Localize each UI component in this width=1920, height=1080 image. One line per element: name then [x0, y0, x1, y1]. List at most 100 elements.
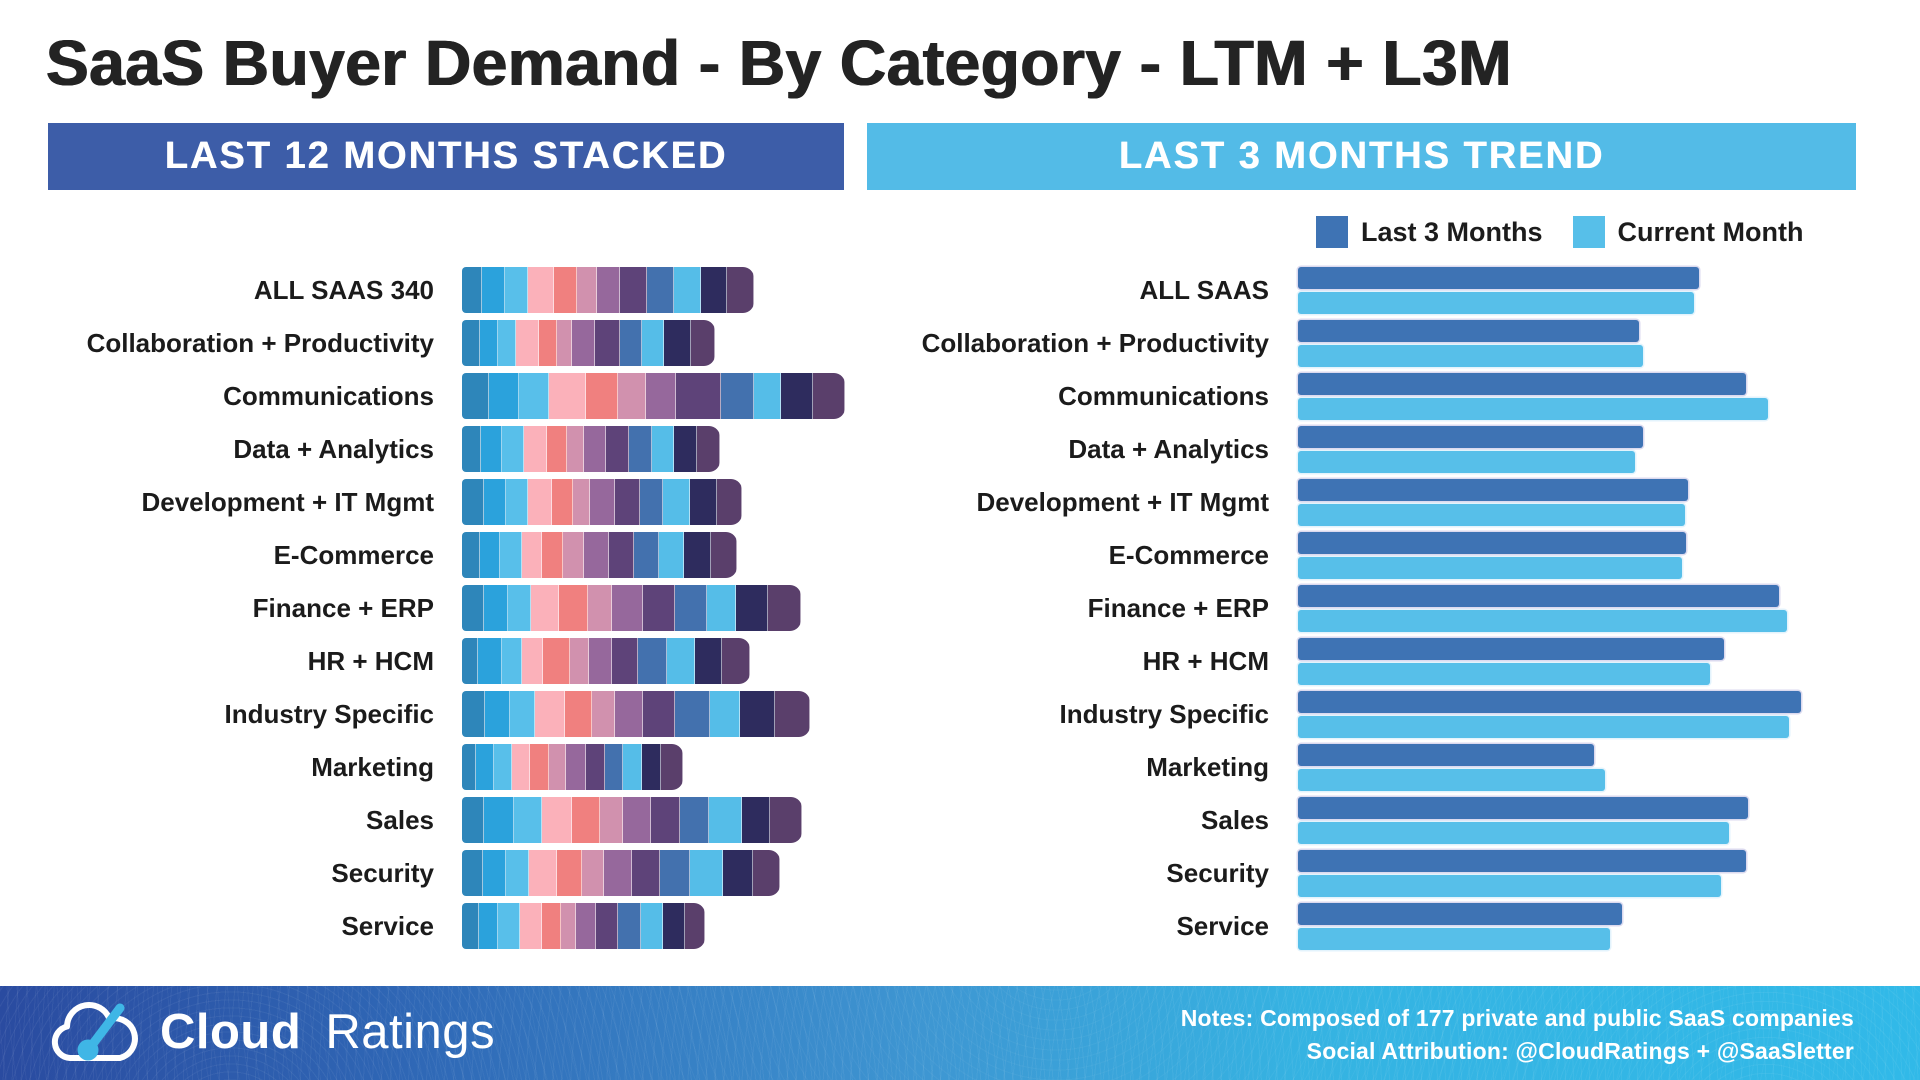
- brand-text: Cloud Ratings: [160, 1004, 495, 1060]
- trend-bar-current: [1298, 504, 1685, 526]
- bar-segment-month-7: [590, 479, 615, 525]
- trend-bar-last3: [1298, 638, 1724, 660]
- bar-segment-month-8: [595, 320, 620, 366]
- bar-segment-month-1: [462, 850, 483, 896]
- stacked-bar: [462, 850, 780, 896]
- bar-segment-month-5: [543, 638, 570, 684]
- bar-segment-month-7: [623, 797, 651, 843]
- category-label: Development + IT Mgmt: [141, 486, 434, 517]
- bar-segment-month-2: [484, 797, 514, 843]
- bar-segment-month-11: [740, 691, 775, 737]
- category-label: E-Commerce: [273, 539, 434, 570]
- bar-segment-month-3: [519, 373, 549, 419]
- bar-segment-month-2: [484, 585, 508, 631]
- trend-bar-current: [1298, 292, 1694, 314]
- bar-segment-month-1: [462, 744, 476, 790]
- bar-segment-month-3: [498, 903, 520, 949]
- category-label: Sales: [1201, 804, 1269, 835]
- right-panel-header: LAST 3 MONTHS TREND: [867, 123, 1856, 190]
- bar-segment-month-7: [584, 426, 606, 472]
- bar-segment-month-10: [642, 320, 664, 366]
- bar-segment-month-6: [561, 903, 576, 949]
- bar-segment-month-4: [520, 903, 542, 949]
- category-label: HR + HCM: [1142, 645, 1269, 676]
- trend-bar-last3: [1298, 797, 1748, 819]
- bar-segment-month-11: [684, 532, 711, 578]
- bar-segment-month-3: [502, 426, 524, 472]
- bar-segment-month-5: [542, 903, 561, 949]
- stacked-bar: [462, 532, 737, 578]
- bar-segment-month-9: [721, 373, 754, 419]
- bar-segment-month-5: [552, 479, 573, 525]
- bar-segment-month-6: [600, 797, 623, 843]
- trend-bar-last3: [1298, 479, 1688, 501]
- trend-bar-current: [1298, 345, 1643, 367]
- bar-segment-month-7: [612, 585, 643, 631]
- bar-segment-month-1: [462, 320, 480, 366]
- bar-segment-month-12: [661, 744, 683, 790]
- stacked-bar: [462, 691, 810, 737]
- legend: Last 3 Months Current Month: [1316, 216, 1803, 248]
- bar-segment-month-6: [577, 267, 597, 313]
- bar-segment-month-5: [557, 850, 582, 896]
- category-label: Sales: [366, 804, 434, 835]
- bar-segment-month-1: [462, 797, 484, 843]
- bar-segment-month-1: [462, 532, 480, 578]
- bar-segment-month-5: [542, 532, 563, 578]
- bar-segment-month-12: [753, 850, 780, 896]
- bar-segment-month-10: [623, 744, 642, 790]
- bar-segment-month-11: [723, 850, 753, 896]
- bar-segment-month-11: [701, 267, 727, 313]
- bar-segment-month-5: [547, 426, 567, 472]
- bar-segment-month-6: [557, 320, 572, 366]
- bar-segment-month-10: [641, 903, 663, 949]
- trend-bar-last3: [1298, 744, 1594, 766]
- bar-segment-month-7: [615, 691, 643, 737]
- bar-segment-month-10: [710, 691, 740, 737]
- bar-segment-month-5: [586, 373, 618, 419]
- category-label: Industry Specific: [224, 698, 435, 729]
- category-label: Security: [331, 857, 434, 888]
- bar-segment-month-8: [615, 479, 640, 525]
- stacked-bar: [462, 373, 845, 419]
- bar-segment-month-4: [528, 267, 554, 313]
- bar-segment-month-10: [652, 426, 674, 472]
- bar-segment-month-3: [505, 267, 528, 313]
- bar-segment-month-4: [529, 850, 557, 896]
- bar-segment-month-1: [462, 638, 478, 684]
- bar-segment-month-10: [674, 267, 701, 313]
- trend-bar-last3: [1298, 373, 1746, 395]
- left-panel-header: LAST 12 MONTHS STACKED: [48, 123, 844, 190]
- brand-lockup: Cloud Ratings: [40, 994, 495, 1070]
- category-label: Service: [341, 910, 434, 941]
- bar-segment-month-9: [647, 267, 674, 313]
- bar-segment-month-9: [680, 797, 709, 843]
- bar-segment-month-5: [559, 585, 588, 631]
- bar-segment-month-1: [462, 903, 479, 949]
- trend-bar-current: [1298, 875, 1721, 897]
- stacked-bar: [462, 797, 802, 843]
- bar-segment-month-7: [584, 532, 609, 578]
- brand-word-cloud: Cloud: [160, 1005, 302, 1059]
- stacked-bar: [462, 479, 742, 525]
- stacked-bar: [462, 903, 705, 949]
- trend-bar-current: [1298, 557, 1682, 579]
- bar-segment-month-8: [632, 850, 660, 896]
- bar-segment-month-8: [676, 373, 721, 419]
- category-label: Service: [1176, 910, 1269, 941]
- bar-segment-month-4: [522, 638, 543, 684]
- bar-segment-month-2: [481, 426, 502, 472]
- bar-segment-month-11: [742, 797, 770, 843]
- bar-segment-month-12: [691, 320, 715, 366]
- bar-segment-month-2: [482, 267, 505, 313]
- bar-segment-month-9: [638, 638, 667, 684]
- bar-segment-month-6: [588, 585, 612, 631]
- bar-segment-month-9: [675, 691, 710, 737]
- bar-segment-month-10: [659, 532, 684, 578]
- category-label: Security: [1166, 857, 1269, 888]
- bar-segment-month-2: [485, 691, 510, 737]
- trend-bar-last3: [1298, 903, 1622, 925]
- bar-segment-month-7: [572, 320, 595, 366]
- bar-segment-month-3: [510, 691, 535, 737]
- bar-segment-month-7: [597, 267, 620, 313]
